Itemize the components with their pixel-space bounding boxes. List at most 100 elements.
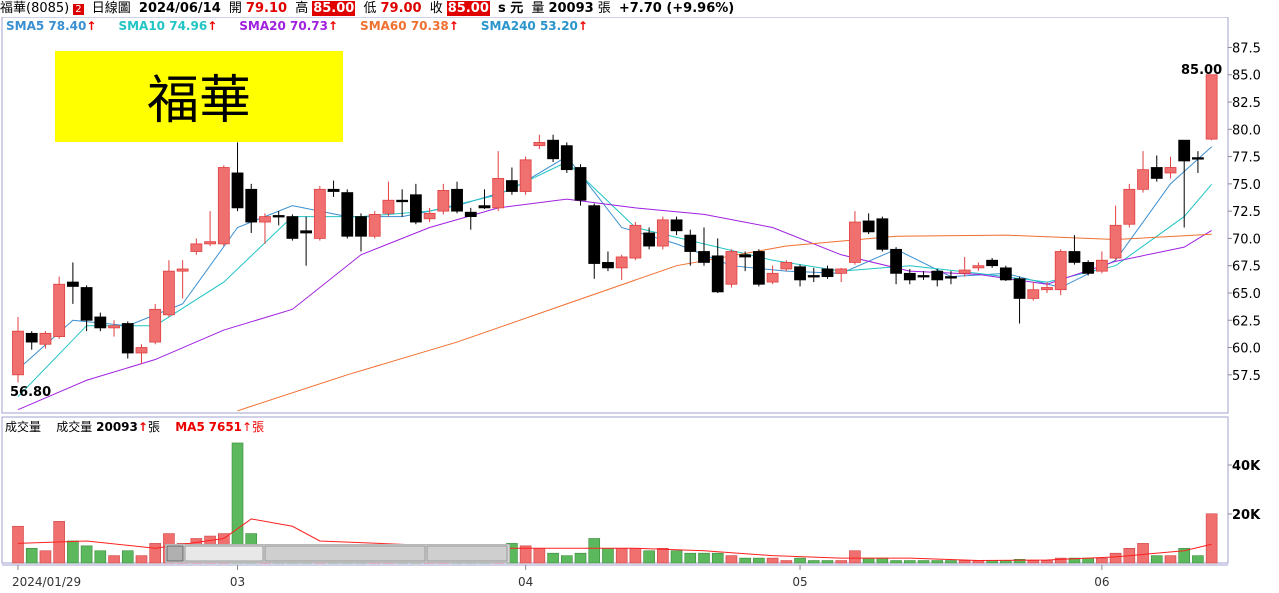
candle-body [245,188,258,223]
candle-body [1164,167,1177,174]
volume-bar [1000,560,1012,564]
price-frame [1,16,1229,414]
volume-frame [1,416,1229,564]
volume-bar [958,560,971,564]
volume-bar [1137,543,1149,564]
candle-body [588,205,601,264]
candle-body [300,230,313,234]
candle-body [121,323,134,354]
ma-line [237,233,1212,412]
volume-bar [53,521,65,564]
annotation: 85.00 [1181,63,1222,78]
scrollbar[interactable] [165,544,510,563]
candle-body [259,216,271,223]
legend-arrow: ↑ [577,19,588,33]
candle-body [1027,289,1040,299]
unit: s 元 [498,1,524,16]
scroll-button[interactable] [184,545,264,562]
legend-name: SMA60 [360,19,407,33]
volume-bar [1192,555,1204,564]
volume-title: 成交量 [5,420,42,434]
ma-line [17,198,1212,411]
volume-bar [1109,552,1122,564]
candle-body [574,167,587,201]
candle-body [602,262,614,269]
volume-bar [917,560,930,564]
legend-item: SMA10 74.96↑ [118,19,217,33]
volume-bar [684,552,697,564]
volume-bar [849,550,861,564]
volume-bar [862,557,875,564]
candle-body [327,188,340,192]
x-tick-label: 2024/01/29 [12,575,81,589]
candle-body [807,275,820,278]
stock-label-box [55,51,343,142]
candle-body [464,211,477,217]
candle-body [313,188,326,239]
y-tick-label: 57.5 [1232,369,1261,384]
volume-bar [588,538,601,564]
candle-body [163,270,175,316]
candle-body [409,194,422,223]
candle-body [615,256,628,269]
badge: 2 [73,4,84,15]
header: 福華(8085) 2 日線圖 2024/06/14 開 79.10 高 85.00 低… [0,0,1279,17]
candle-body [780,262,793,270]
candle-body [80,287,93,321]
volume-unit: 張 [597,1,611,16]
candle-body [176,268,189,272]
scroll-thumb[interactable] [264,545,426,562]
candle-body [849,221,861,263]
scroll-button[interactable] [426,545,508,562]
candle-body [766,272,779,283]
candle-body [835,268,848,274]
volume-bar [1164,555,1177,564]
date: 2024/06/14 [138,1,221,16]
x-tick-label: 06 [1094,575,1109,589]
y-tick-label: 75.0 [1232,178,1261,193]
y-tick-label: 60.0 [1232,342,1261,357]
candle-body [231,172,244,209]
legend-arrow: ↑ [448,19,459,33]
legend-name: SMA20 [239,19,286,33]
volume-bar [25,548,38,564]
volume-bar [890,560,902,564]
ma-unit: ↑張 [242,420,265,434]
volume-bar [94,550,107,564]
legend-item: SMA60 70.38↑ [360,19,459,33]
volume-bar [1178,548,1190,564]
volume-bar [986,560,998,564]
volume-bar [547,552,559,564]
candle-body [986,259,999,267]
candle-body [1205,74,1218,140]
legend: SMA5 78.40↑ SMA10 74.96↑ SMA20 70.73↑ SMA60… [6,19,610,33]
candle-body [94,316,107,329]
y-tick-label: 72.5 [1232,205,1261,220]
low-label: 低 [363,1,377,16]
candle-body [25,332,38,343]
candle-body [66,281,79,287]
volume-bar [753,557,765,564]
candle-body [12,330,24,376]
legend-value: 70.38 [410,19,449,33]
volume-bar [602,548,614,564]
scroll-button[interactable] [166,545,184,562]
high: 85.00 [312,1,356,16]
candle-body [423,212,436,220]
candle-body [725,251,738,285]
stock-name: 福華(8085) [0,1,70,16]
candle-body [958,269,971,274]
candle-body [821,268,834,278]
x-tick-label: 03 [230,575,245,589]
candle-body [547,139,559,160]
candle-body [217,167,230,245]
arrow: ↑ [137,420,148,434]
volume-bar [1068,557,1081,564]
volume-bar [108,555,120,564]
volume-bar [135,555,148,564]
high-label: 高 [295,1,309,16]
x-tick-label: 05 [792,575,807,589]
candle-body [1013,278,1026,299]
volume-unit: 張 [147,420,160,434]
